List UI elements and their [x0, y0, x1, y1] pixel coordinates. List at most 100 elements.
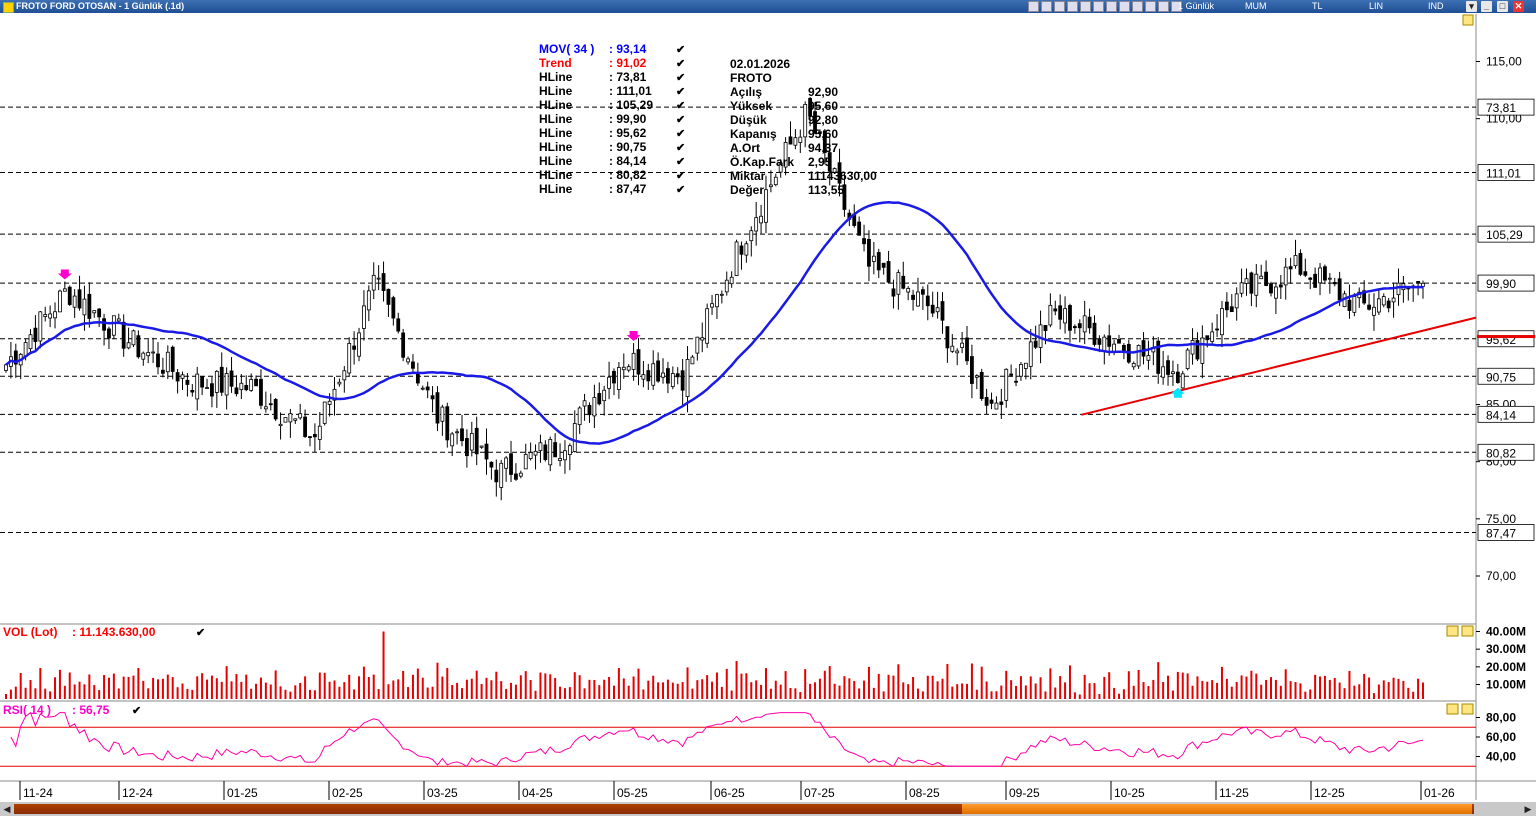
rsi-tick-label: 60,00	[1486, 730, 1516, 744]
panel-close-icon[interactable]	[1461, 625, 1474, 637]
toolbar-icon[interactable]	[1119, 1, 1130, 12]
toolbar-icon[interactable]	[1028, 1, 1039, 12]
volume-bar	[990, 691, 993, 699]
close-button[interactable]: ✕	[1513, 1, 1524, 12]
volume-bar	[603, 679, 606, 699]
panel-lock-icon[interactable]	[1446, 703, 1459, 715]
check-icon: ✔	[676, 100, 685, 112]
candle	[656, 360, 661, 382]
toolbar-icon[interactable]	[1080, 1, 1091, 12]
legend-label: HLine	[539, 126, 573, 140]
toolbar-icon[interactable]	[1106, 1, 1117, 12]
candle	[102, 318, 106, 331]
volume-bar	[573, 672, 576, 699]
toolbar-icon[interactable]	[1145, 1, 1156, 12]
indicator-selector[interactable]: IND	[1428, 1, 1444, 11]
period-selector[interactable]: 1 Günlük	[1178, 1, 1215, 11]
candle	[744, 243, 749, 256]
volume-bar	[1073, 692, 1076, 699]
toolbar-icon[interactable]	[1171, 1, 1182, 12]
volume-bar	[1319, 676, 1322, 699]
candle	[876, 252, 881, 271]
panel-lock-icon[interactable]	[1462, 14, 1474, 26]
title-bar: FROTO FORD OTOSAN - 1 Günlük (.1d) 1 Gün…	[0, 0, 1536, 13]
scale-selector[interactable]: LIN	[1369, 1, 1384, 11]
candle	[62, 288, 67, 292]
volume-bar	[161, 678, 164, 699]
candle	[1372, 306, 1376, 316]
time-tick-label: 12-25	[1314, 786, 1345, 800]
volume-bar	[882, 691, 885, 699]
candle	[342, 370, 347, 381]
panel-close-icon[interactable]	[1461, 703, 1474, 715]
trend-line	[1081, 316, 1477, 416]
candle	[440, 406, 445, 422]
volume-bar	[230, 681, 233, 699]
scroll-right-icon[interactable]: ▶	[1524, 804, 1532, 814]
toolbar-icons[interactable]	[1028, 1, 1182, 12]
volume-bar	[1137, 669, 1140, 699]
candle	[935, 307, 940, 313]
candle	[455, 431, 459, 434]
volume-bar	[78, 681, 81, 699]
volume-bar	[117, 688, 120, 699]
toolbar-icon[interactable]	[1158, 1, 1169, 12]
menu-button[interactable]: ▾	[1466, 1, 1477, 12]
scroll-thumb[interactable]	[962, 804, 1472, 814]
minimize-button[interactable]: _	[1481, 1, 1492, 12]
volume-bar	[1152, 679, 1155, 699]
legend-label: HLine	[539, 84, 573, 98]
candle	[724, 279, 729, 293]
candle	[160, 369, 165, 374]
volume-bar	[740, 673, 743, 699]
check-icon[interactable]: ✔	[132, 705, 141, 717]
volume-bar	[1044, 691, 1047, 699]
candle	[1175, 371, 1180, 383]
time-scrollbar[interactable]: ◀ ▶	[0, 802, 1536, 816]
candle	[1033, 340, 1038, 348]
check-icon: ✔	[676, 114, 685, 126]
volume-bar	[127, 676, 130, 699]
candle	[1063, 308, 1067, 324]
volume-bar	[451, 685, 454, 699]
candle	[391, 297, 396, 319]
candle	[1224, 301, 1229, 311]
volume-bar	[1422, 682, 1424, 699]
candle	[210, 383, 214, 397]
maximize-button[interactable]: □	[1497, 1, 1508, 12]
check-icon: ✔	[676, 72, 685, 84]
candle	[33, 327, 38, 342]
toolbar-icon[interactable]	[1093, 1, 1104, 12]
hline-tag	[1477, 443, 1535, 461]
volume-bar	[907, 684, 910, 699]
volume-bar	[147, 688, 150, 699]
toolbar-icon[interactable]	[1132, 1, 1143, 12]
toolbar-icon[interactable]	[1054, 1, 1065, 12]
toolbar-icon[interactable]	[1067, 1, 1078, 12]
volume-bar	[245, 674, 248, 699]
hline-tag-label: 99,90	[1486, 277, 1516, 291]
check-icon[interactable]: ✔	[196, 627, 205, 639]
volume-bar	[912, 676, 915, 699]
chart-type-selector[interactable]: MUM	[1245, 1, 1267, 11]
toolbar-icon[interactable]	[1041, 1, 1052, 12]
currency-selector[interactable]: TL	[1312, 1, 1323, 11]
scroll-left-icon[interactable]: ◀	[3, 804, 11, 814]
candle	[450, 433, 455, 447]
volume-bar	[176, 687, 179, 699]
volume-bar	[769, 688, 772, 699]
volume-bar	[1059, 676, 1062, 699]
time-tick-label: 02-25	[332, 786, 363, 800]
scroll-track[interactable]	[14, 804, 1474, 814]
panel-buttons[interactable]	[1446, 14, 1474, 715]
candle	[239, 382, 244, 391]
volume-bar	[867, 666, 870, 699]
panel-lock-icon[interactable]	[1446, 625, 1459, 637]
candle	[1136, 345, 1141, 367]
volume-bar	[1377, 684, 1380, 699]
candle	[82, 298, 87, 316]
volume-bar	[333, 680, 336, 699]
volume-title: VOL (Lot)	[3, 625, 57, 639]
volume-bar	[985, 681, 988, 699]
